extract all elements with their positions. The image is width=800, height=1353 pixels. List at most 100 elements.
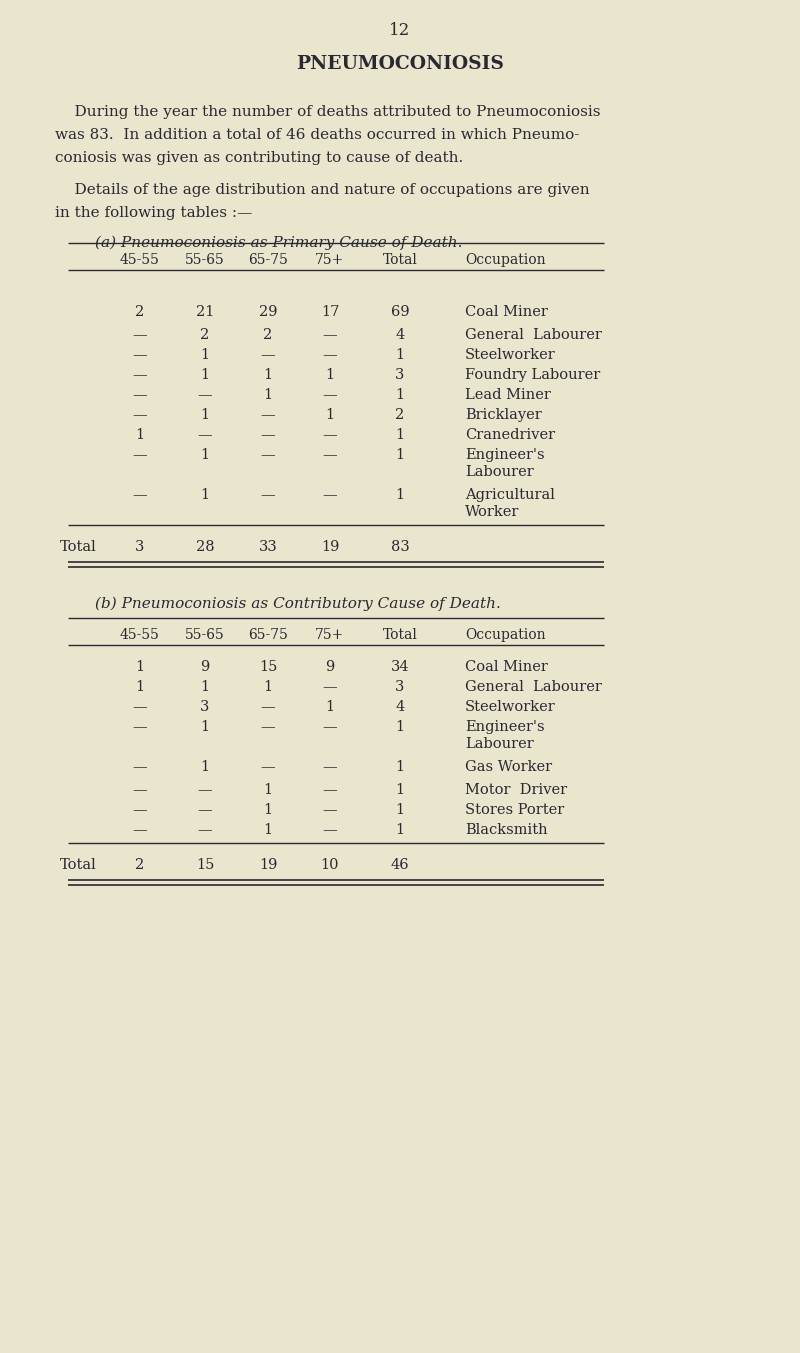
Text: 1: 1 xyxy=(326,409,334,422)
Text: —: — xyxy=(133,760,147,774)
Text: 1: 1 xyxy=(395,488,405,502)
Text: —: — xyxy=(198,783,212,797)
Text: —: — xyxy=(261,448,275,461)
Text: 10: 10 xyxy=(321,858,339,871)
Text: 2: 2 xyxy=(200,327,210,342)
Text: 2: 2 xyxy=(395,409,405,422)
Text: —: — xyxy=(133,720,147,733)
Text: —: — xyxy=(322,720,338,733)
Text: 75+: 75+ xyxy=(315,628,345,643)
Text: —: — xyxy=(261,488,275,502)
Text: —: — xyxy=(133,388,147,402)
Text: —: — xyxy=(322,823,338,838)
Text: 83: 83 xyxy=(390,540,410,553)
Text: —: — xyxy=(198,388,212,402)
Text: 15: 15 xyxy=(196,858,214,871)
Text: 1: 1 xyxy=(263,388,273,402)
Text: 1: 1 xyxy=(201,760,210,774)
Text: coniosis was given as contributing to cause of death.: coniosis was given as contributing to ca… xyxy=(55,152,463,165)
Text: 1: 1 xyxy=(395,802,405,817)
Text: 2: 2 xyxy=(135,858,145,871)
Text: General  Labourer: General Labourer xyxy=(465,327,602,342)
Text: 1: 1 xyxy=(326,368,334,382)
Text: 1: 1 xyxy=(395,348,405,363)
Text: —: — xyxy=(322,802,338,817)
Text: 15: 15 xyxy=(259,660,277,674)
Text: Details of the age distribution and nature of occupations are given: Details of the age distribution and natu… xyxy=(55,183,590,198)
Text: 1: 1 xyxy=(326,700,334,714)
Text: Occupation: Occupation xyxy=(465,253,546,267)
Text: 1: 1 xyxy=(395,388,405,402)
Text: —: — xyxy=(322,760,338,774)
Text: 1: 1 xyxy=(263,368,273,382)
Text: 9: 9 xyxy=(200,660,210,674)
Text: —: — xyxy=(198,428,212,442)
Text: Labourer: Labourer xyxy=(465,737,534,751)
Text: —: — xyxy=(261,428,275,442)
Text: —: — xyxy=(133,783,147,797)
Text: 12: 12 xyxy=(390,22,410,39)
Text: 1: 1 xyxy=(201,448,210,461)
Text: Worker: Worker xyxy=(465,505,519,520)
Text: 4: 4 xyxy=(395,327,405,342)
Text: Steelworker: Steelworker xyxy=(465,348,556,363)
Text: 4: 4 xyxy=(395,700,405,714)
Text: 1: 1 xyxy=(201,348,210,363)
Text: —: — xyxy=(133,823,147,838)
Text: —: — xyxy=(322,448,338,461)
Text: 1: 1 xyxy=(135,660,145,674)
Text: Occupation: Occupation xyxy=(465,628,546,643)
Text: 34: 34 xyxy=(390,660,410,674)
Text: 65-75: 65-75 xyxy=(248,253,288,267)
Text: Motor  Driver: Motor Driver xyxy=(465,783,567,797)
Text: —: — xyxy=(322,388,338,402)
Text: —: — xyxy=(198,823,212,838)
Text: —: — xyxy=(133,448,147,461)
Text: (a) Pneumoconiosis as Primary Cause of Death.: (a) Pneumoconiosis as Primary Cause of D… xyxy=(95,235,462,250)
Text: 19: 19 xyxy=(321,540,339,553)
Text: 19: 19 xyxy=(259,858,277,871)
Text: —: — xyxy=(322,348,338,363)
Text: —: — xyxy=(133,348,147,363)
Text: Engineer's: Engineer's xyxy=(465,448,545,461)
Text: Coal Miner: Coal Miner xyxy=(465,304,548,319)
Text: —: — xyxy=(133,802,147,817)
Text: 1: 1 xyxy=(395,783,405,797)
Text: 75+: 75+ xyxy=(315,253,345,267)
Text: 55-65: 55-65 xyxy=(185,253,225,267)
Text: 2: 2 xyxy=(135,304,145,319)
Text: 21: 21 xyxy=(196,304,214,319)
Text: During the year the number of deaths attributed to Pneumoconiosis: During the year the number of deaths att… xyxy=(55,106,601,119)
Text: 3: 3 xyxy=(395,368,405,382)
Text: 1: 1 xyxy=(201,681,210,694)
Text: —: — xyxy=(198,802,212,817)
Text: 3: 3 xyxy=(135,540,145,553)
Text: Bricklayer: Bricklayer xyxy=(465,409,542,422)
Text: —: — xyxy=(322,488,338,502)
Text: 1: 1 xyxy=(263,802,273,817)
Text: 1: 1 xyxy=(201,368,210,382)
Text: —: — xyxy=(261,700,275,714)
Text: 1: 1 xyxy=(395,428,405,442)
Text: —: — xyxy=(133,368,147,382)
Text: 9: 9 xyxy=(326,660,334,674)
Text: 17: 17 xyxy=(321,304,339,319)
Text: —: — xyxy=(322,681,338,694)
Text: Total: Total xyxy=(382,628,418,643)
Text: 29: 29 xyxy=(258,304,278,319)
Text: —: — xyxy=(322,327,338,342)
Text: —: — xyxy=(133,327,147,342)
Text: 2: 2 xyxy=(263,327,273,342)
Text: —: — xyxy=(133,409,147,422)
Text: —: — xyxy=(261,720,275,733)
Text: Steelworker: Steelworker xyxy=(465,700,556,714)
Text: Agricultural: Agricultural xyxy=(465,488,555,502)
Text: Labourer: Labourer xyxy=(465,465,534,479)
Text: 1: 1 xyxy=(395,823,405,838)
Text: Engineer's: Engineer's xyxy=(465,720,545,733)
Text: 1: 1 xyxy=(395,760,405,774)
Text: 46: 46 xyxy=(390,858,410,871)
Text: Coal Miner: Coal Miner xyxy=(465,660,548,674)
Text: —: — xyxy=(133,700,147,714)
Text: 1: 1 xyxy=(263,823,273,838)
